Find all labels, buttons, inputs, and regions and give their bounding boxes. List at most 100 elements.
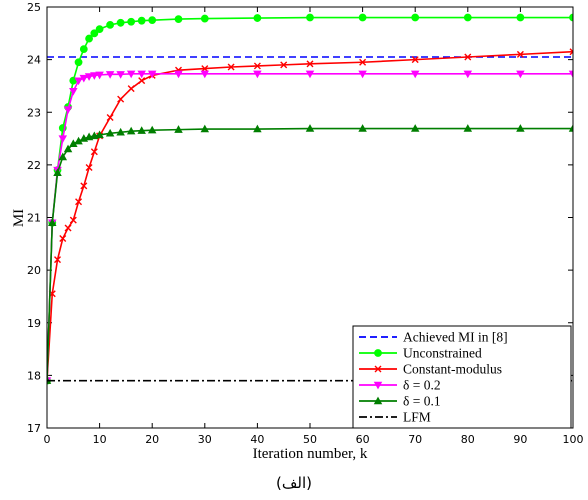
data-point [174, 125, 183, 133]
y-tick-label: 25 [27, 1, 41, 14]
data-point [147, 70, 157, 79]
data-point [569, 48, 573, 56]
data-point [174, 15, 183, 24]
x-tick-label: 70 [408, 433, 422, 446]
legend-label: Constant-modulus [403, 362, 502, 377]
data-point [137, 70, 146, 79]
data-point [516, 13, 525, 22]
data-point [373, 396, 383, 405]
data-point [69, 216, 77, 224]
data-point [148, 16, 157, 25]
data-point [59, 235, 67, 243]
data-point [75, 198, 83, 206]
data-point [85, 34, 93, 43]
data-point [200, 14, 209, 23]
data-point [305, 124, 315, 132]
data-point [106, 20, 115, 29]
data-point [74, 77, 83, 86]
legend-label: Achieved MI in [8] [403, 330, 508, 345]
data-point [200, 124, 210, 133]
data-point [359, 58, 367, 66]
data-point [95, 25, 104, 34]
data-point [137, 16, 146, 25]
data-point [463, 13, 472, 22]
data-point [105, 128, 115, 137]
data-point [410, 124, 420, 132]
data-point [280, 61, 288, 69]
data-point [138, 77, 146, 85]
data-point [79, 45, 88, 53]
data-point [64, 224, 72, 232]
x-tick-label: 10 [93, 433, 107, 446]
data-point [84, 73, 94, 81]
data-point [90, 29, 99, 38]
legend: Achieved MI in [8]UnconstrainedConstant-… [352, 325, 572, 429]
data-point [358, 13, 367, 22]
data-point [227, 63, 235, 71]
data-point [201, 65, 209, 73]
data-point [137, 126, 146, 134]
legend-label: Unconstrained [403, 346, 482, 361]
data-point [90, 148, 98, 156]
data-point [116, 71, 125, 79]
data-point [253, 62, 261, 70]
y-tick-label: 20 [27, 264, 41, 277]
data-point [147, 125, 157, 134]
axis-ticks: 0 10 20 30 40 50 60 70 80 90 100 17 18 19 20 21 22 23 24 25 [27, 1, 584, 446]
x-tick-label: 80 [461, 433, 475, 446]
data-point [306, 13, 314, 22]
data-point [116, 127, 125, 136]
data-point [373, 381, 383, 390]
x-tick-label: 0 [44, 433, 51, 446]
data-point [117, 95, 125, 103]
x-tick-label: 60 [356, 433, 370, 446]
data-point [127, 17, 136, 26]
x-tick-label: 20 [145, 433, 159, 446]
data-point [63, 106, 73, 115]
data-point [464, 53, 472, 61]
data-point [105, 71, 115, 79]
x-tick-label: 90 [513, 433, 527, 446]
y-tick-label: 21 [27, 212, 41, 225]
data-point [85, 164, 93, 172]
plot-frame [46, 6, 574, 429]
data-point [95, 71, 104, 80]
data-point [79, 74, 89, 83]
y-tick-label: 22 [27, 159, 41, 172]
data-point [358, 124, 367, 132]
data-point [253, 124, 262, 133]
data-point [568, 124, 573, 132]
legend-label: δ = 0.2 [403, 378, 441, 393]
legend-box [352, 325, 572, 429]
data-point [411, 56, 419, 64]
figure-caption: (الف) [276, 474, 312, 492]
data-point [126, 126, 136, 135]
data-point [63, 144, 73, 153]
data-point [200, 70, 210, 79]
data-point [305, 70, 315, 79]
y-tick-label: 18 [27, 369, 41, 382]
data-point [358, 70, 367, 79]
legend-label: LFM [403, 410, 431, 425]
y-tick-label: 19 [27, 317, 41, 330]
data-point [516, 70, 525, 79]
x-tick-label: 100 [563, 433, 584, 446]
series-3 [47, 70, 573, 386]
y-tick-label: 24 [27, 54, 41, 67]
data-point [463, 70, 473, 79]
data-point [90, 72, 99, 80]
data-point [116, 18, 125, 27]
series-4 [47, 124, 573, 384]
data-point [48, 218, 57, 226]
data-point [126, 70, 136, 79]
data-point [80, 182, 88, 190]
data-point [463, 124, 473, 132]
x-axis-label: Iteration number, k [253, 446, 368, 462]
data-point [306, 60, 314, 68]
data-point [516, 50, 524, 58]
series-layer [47, 13, 573, 386]
data-point [411, 13, 420, 22]
data-point [95, 130, 104, 139]
y-axis-label: MI [11, 209, 27, 227]
